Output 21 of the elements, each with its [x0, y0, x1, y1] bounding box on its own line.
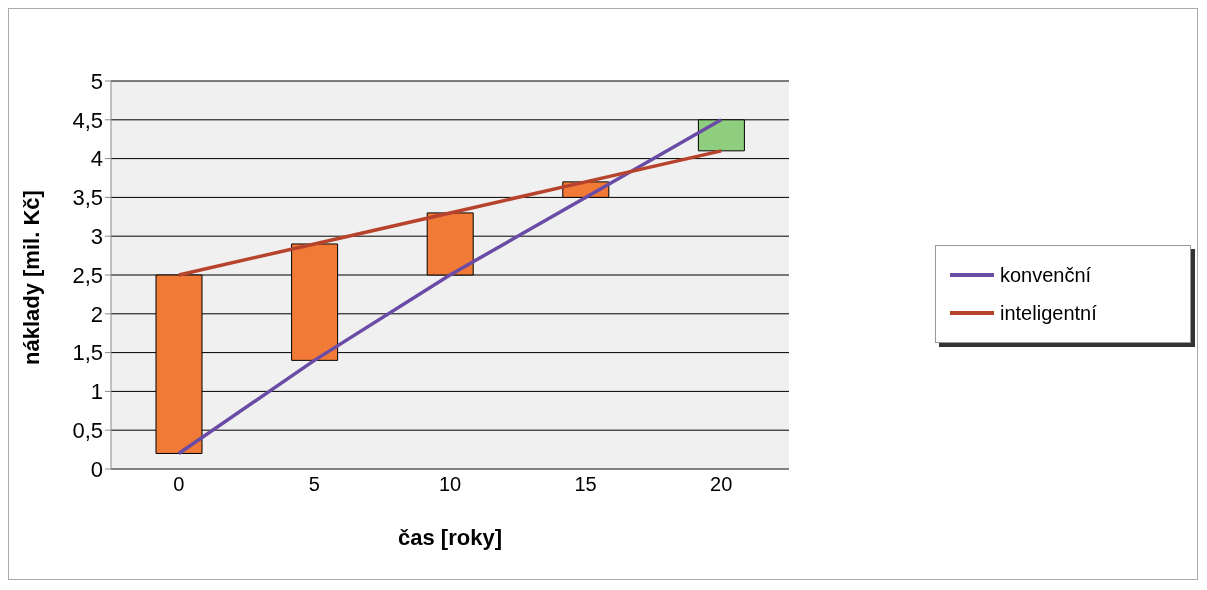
x-axis-title: čas [roky]: [398, 524, 502, 550]
x-tick-label: 0: [173, 473, 185, 496]
y-tick-label: 3,5: [72, 185, 103, 211]
y-tick-label: 5: [90, 68, 103, 94]
y-tick-label: 4,5: [72, 107, 103, 133]
y-tick-label: 0,5: [72, 418, 103, 444]
y-tick-label: 3: [90, 224, 103, 250]
y-tick-label: 2,5: [72, 262, 103, 288]
y-axis-title: náklady [mil. Kč]: [18, 190, 44, 365]
legend-label: inteligentní: [1000, 301, 1097, 325]
legend-label: konvenční: [1000, 263, 1092, 287]
x-tick-label: 20: [710, 473, 733, 496]
x-tick-label: 15: [574, 473, 597, 496]
y-tick-label: 1,5: [72, 340, 103, 366]
line-series: [177, 149, 723, 277]
y-tick-label: 4: [90, 146, 103, 172]
x-tick-label: 10: [438, 473, 462, 496]
x-tick-label: 5: [308, 473, 320, 496]
y-tick-label: 1: [90, 379, 103, 405]
y-tick-label: 2: [90, 301, 103, 327]
line-series: [177, 118, 723, 456]
